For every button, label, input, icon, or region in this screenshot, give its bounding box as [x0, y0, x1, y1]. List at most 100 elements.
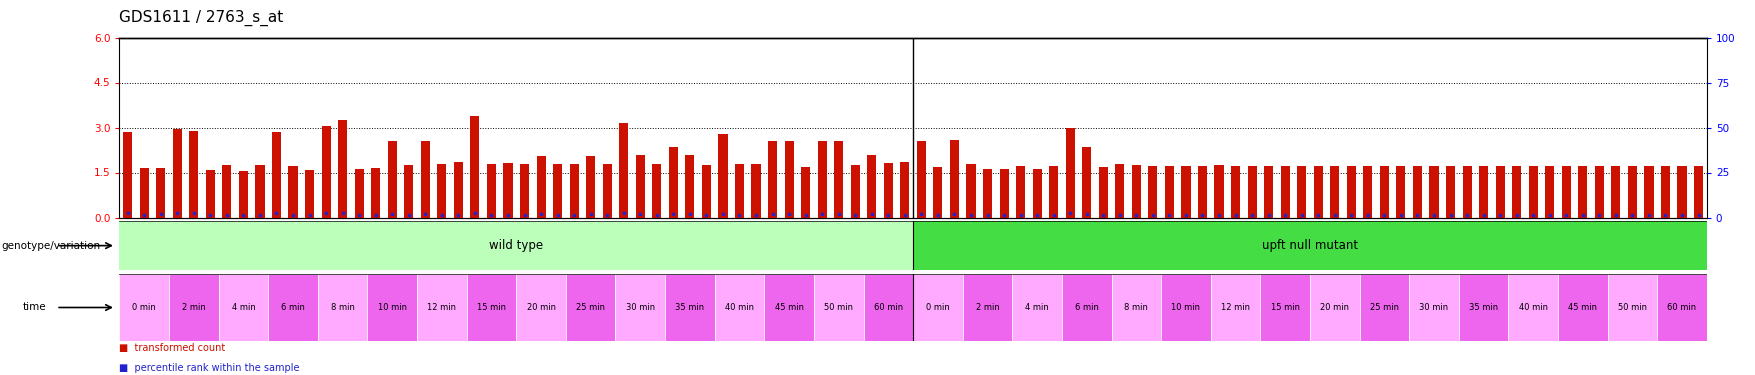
Point [609, 210, 637, 216]
Point [328, 210, 356, 216]
Bar [239, 171, 247, 217]
Point [1320, 211, 1348, 217]
Text: 15 min: 15 min [477, 303, 505, 312]
Point [1088, 211, 1116, 217]
Text: genotype/variation: genotype/variation [2, 241, 100, 250]
Bar [1260, 274, 1309, 341]
Bar [370, 168, 381, 217]
Point [261, 210, 290, 216]
Bar [1578, 166, 1587, 218]
Bar [1429, 166, 1437, 218]
Point [477, 211, 505, 217]
Bar [1544, 166, 1553, 218]
Bar [983, 169, 992, 217]
Point [279, 211, 307, 217]
Bar [1657, 274, 1706, 341]
Bar [965, 164, 976, 218]
Point [212, 211, 240, 217]
Bar [1495, 166, 1504, 218]
Point [1221, 211, 1250, 217]
Point [1006, 211, 1034, 217]
Point [411, 211, 439, 217]
Bar [467, 274, 516, 341]
Bar [800, 166, 809, 218]
Point [560, 211, 588, 217]
Point [1369, 211, 1397, 217]
Bar [913, 274, 962, 341]
Bar [1264, 166, 1272, 218]
Text: 4 min: 4 min [1025, 303, 1048, 312]
Bar [718, 134, 727, 218]
Point [1518, 211, 1546, 217]
Text: ■  transformed count: ■ transformed count [119, 342, 226, 352]
Bar [1413, 166, 1422, 218]
Bar [519, 164, 528, 218]
Point [923, 211, 951, 217]
Text: 30 min: 30 min [625, 303, 655, 312]
Bar [1358, 274, 1408, 341]
Bar [999, 169, 1007, 217]
Bar [1148, 166, 1157, 218]
Bar [1065, 128, 1074, 218]
Text: 10 min: 10 min [377, 303, 407, 312]
Bar [763, 274, 813, 341]
Point [163, 210, 191, 216]
Bar [1297, 166, 1306, 218]
Point [1139, 211, 1167, 217]
Text: GDS1611 / 2763_s_at: GDS1611 / 2763_s_at [119, 10, 284, 26]
Bar [123, 132, 132, 218]
Bar [849, 165, 860, 218]
Point [1667, 211, 1695, 217]
Bar [1408, 274, 1458, 341]
Bar [1511, 166, 1520, 218]
Bar [1164, 166, 1174, 218]
Bar [1011, 274, 1062, 341]
Point [428, 211, 456, 217]
Point [246, 211, 274, 217]
Point [709, 211, 737, 217]
Bar [883, 163, 892, 218]
Point [1386, 211, 1415, 217]
Bar [269, 274, 318, 341]
Bar [767, 141, 777, 218]
Bar [486, 164, 495, 218]
Bar [714, 274, 763, 341]
Point [658, 211, 686, 217]
Text: 10 min: 10 min [1171, 303, 1200, 312]
Point [1121, 211, 1150, 217]
Bar [1032, 169, 1041, 217]
Point [1337, 211, 1365, 217]
Text: 40 min: 40 min [725, 303, 753, 312]
Point [1683, 211, 1711, 217]
Text: 15 min: 15 min [1271, 303, 1299, 312]
Bar [321, 126, 330, 218]
Point [1106, 211, 1134, 217]
Bar [418, 274, 467, 341]
Text: ■  percentile rank within the sample: ■ percentile rank within the sample [119, 363, 300, 373]
Point [1353, 211, 1381, 217]
Point [676, 211, 704, 217]
Point [1601, 211, 1629, 217]
Point [1188, 211, 1216, 217]
Point [511, 211, 539, 217]
Bar [1132, 165, 1141, 218]
Text: 6 min: 6 min [1074, 303, 1099, 312]
Bar [1160, 274, 1209, 341]
Bar [1048, 166, 1058, 218]
Text: 0 min: 0 min [925, 303, 949, 312]
Text: 30 min: 30 min [1418, 303, 1448, 312]
Point [1204, 211, 1232, 217]
Bar [1214, 165, 1223, 218]
Point [1469, 211, 1497, 217]
Bar [339, 120, 347, 218]
Bar [1309, 274, 1358, 341]
Text: 20 min: 20 min [1320, 303, 1348, 312]
Bar [1197, 166, 1206, 218]
Text: 25 min: 25 min [576, 303, 605, 312]
Text: time: time [23, 303, 46, 312]
Text: 60 min: 60 min [874, 303, 902, 312]
Bar [834, 141, 842, 218]
Bar [651, 164, 662, 218]
Bar [586, 156, 595, 218]
Bar [867, 154, 876, 218]
